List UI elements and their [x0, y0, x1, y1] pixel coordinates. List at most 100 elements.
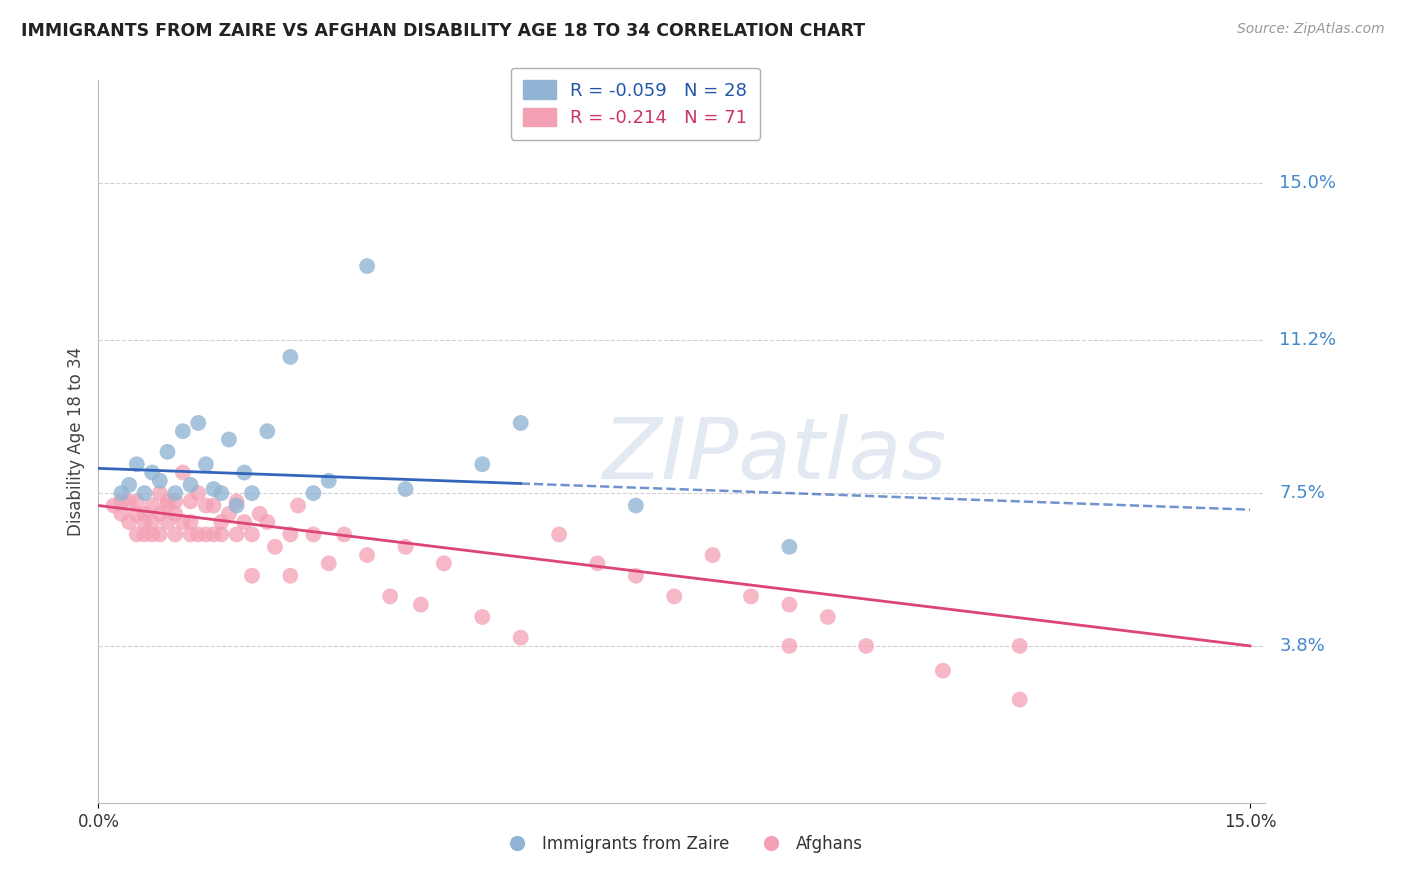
- Point: [172, 424, 194, 438]
- Point: [471, 610, 494, 624]
- Point: [218, 433, 240, 447]
- Point: [318, 474, 340, 488]
- Point: [817, 610, 839, 624]
- Point: [149, 474, 172, 488]
- Point: [156, 499, 179, 513]
- Text: 7.5%: 7.5%: [1279, 484, 1326, 502]
- Point: [280, 350, 302, 364]
- Point: [134, 507, 156, 521]
- Point: [225, 499, 247, 513]
- Point: [394, 482, 416, 496]
- Point: [240, 527, 263, 541]
- Point: [433, 557, 456, 571]
- Point: [702, 548, 724, 562]
- Point: [180, 494, 202, 508]
- Point: [287, 499, 309, 513]
- Point: [256, 424, 278, 438]
- Point: [156, 494, 179, 508]
- Text: 11.2%: 11.2%: [1279, 332, 1337, 350]
- Point: [548, 527, 571, 541]
- Point: [778, 540, 800, 554]
- Point: [141, 527, 163, 541]
- Point: [240, 568, 263, 582]
- Point: [778, 598, 800, 612]
- Point: [134, 527, 156, 541]
- Point: [180, 478, 202, 492]
- Point: [233, 466, 256, 480]
- Point: [280, 527, 302, 541]
- Point: [249, 507, 271, 521]
- Point: [471, 457, 494, 471]
- Point: [240, 486, 263, 500]
- Point: [586, 557, 609, 571]
- Point: [209, 515, 232, 529]
- Point: [141, 515, 163, 529]
- Point: [209, 527, 232, 541]
- Point: [394, 540, 416, 554]
- Point: [380, 590, 402, 604]
- Point: [202, 499, 225, 513]
- Point: [125, 527, 148, 541]
- Point: [187, 416, 209, 430]
- Point: [302, 486, 325, 500]
- Point: [118, 515, 141, 529]
- Point: [202, 482, 225, 496]
- Point: [664, 590, 686, 604]
- Point: [194, 527, 217, 541]
- Point: [125, 494, 148, 508]
- Point: [932, 664, 955, 678]
- Point: [624, 499, 647, 513]
- Point: [256, 515, 278, 529]
- Point: [187, 527, 209, 541]
- Point: [156, 445, 179, 459]
- Point: [356, 548, 378, 562]
- Point: [1008, 692, 1031, 706]
- Point: [103, 499, 125, 513]
- Point: [149, 486, 172, 500]
- Text: ZIPatlas: ZIPatlas: [603, 415, 948, 498]
- Point: [125, 507, 148, 521]
- Point: [264, 540, 287, 554]
- Point: [156, 515, 179, 529]
- Point: [134, 515, 156, 529]
- Point: [225, 527, 247, 541]
- Text: 3.8%: 3.8%: [1279, 637, 1324, 655]
- Point: [125, 457, 148, 471]
- Point: [302, 527, 325, 541]
- Point: [218, 507, 240, 521]
- Point: [233, 515, 256, 529]
- Point: [118, 494, 141, 508]
- Point: [149, 507, 172, 521]
- Point: [110, 494, 132, 508]
- Point: [165, 486, 187, 500]
- Text: IMMIGRANTS FROM ZAIRE VS AFGHAN DISABILITY AGE 18 TO 34 CORRELATION CHART: IMMIGRANTS FROM ZAIRE VS AFGHAN DISABILI…: [21, 22, 865, 40]
- Point: [172, 466, 194, 480]
- Point: [180, 515, 202, 529]
- Point: [134, 486, 156, 500]
- Point: [149, 527, 172, 541]
- Point: [194, 457, 217, 471]
- Point: [172, 515, 194, 529]
- Point: [141, 466, 163, 480]
- Point: [165, 507, 187, 521]
- Point: [165, 494, 187, 508]
- Point: [118, 478, 141, 492]
- Point: [141, 499, 163, 513]
- Point: [333, 527, 356, 541]
- Point: [209, 486, 232, 500]
- Point: [740, 590, 762, 604]
- Text: Source: ZipAtlas.com: Source: ZipAtlas.com: [1237, 22, 1385, 37]
- Point: [165, 527, 187, 541]
- Point: [509, 416, 531, 430]
- Y-axis label: Disability Age 18 to 34: Disability Age 18 to 34: [66, 347, 84, 536]
- Point: [855, 639, 877, 653]
- Point: [356, 259, 378, 273]
- Point: [318, 557, 340, 571]
- Legend: Immigrants from Zaire, Afghans: Immigrants from Zaire, Afghans: [494, 828, 870, 860]
- Point: [509, 631, 531, 645]
- Point: [225, 494, 247, 508]
- Text: 15.0%: 15.0%: [1279, 175, 1336, 193]
- Point: [280, 568, 302, 582]
- Point: [194, 499, 217, 513]
- Point: [187, 486, 209, 500]
